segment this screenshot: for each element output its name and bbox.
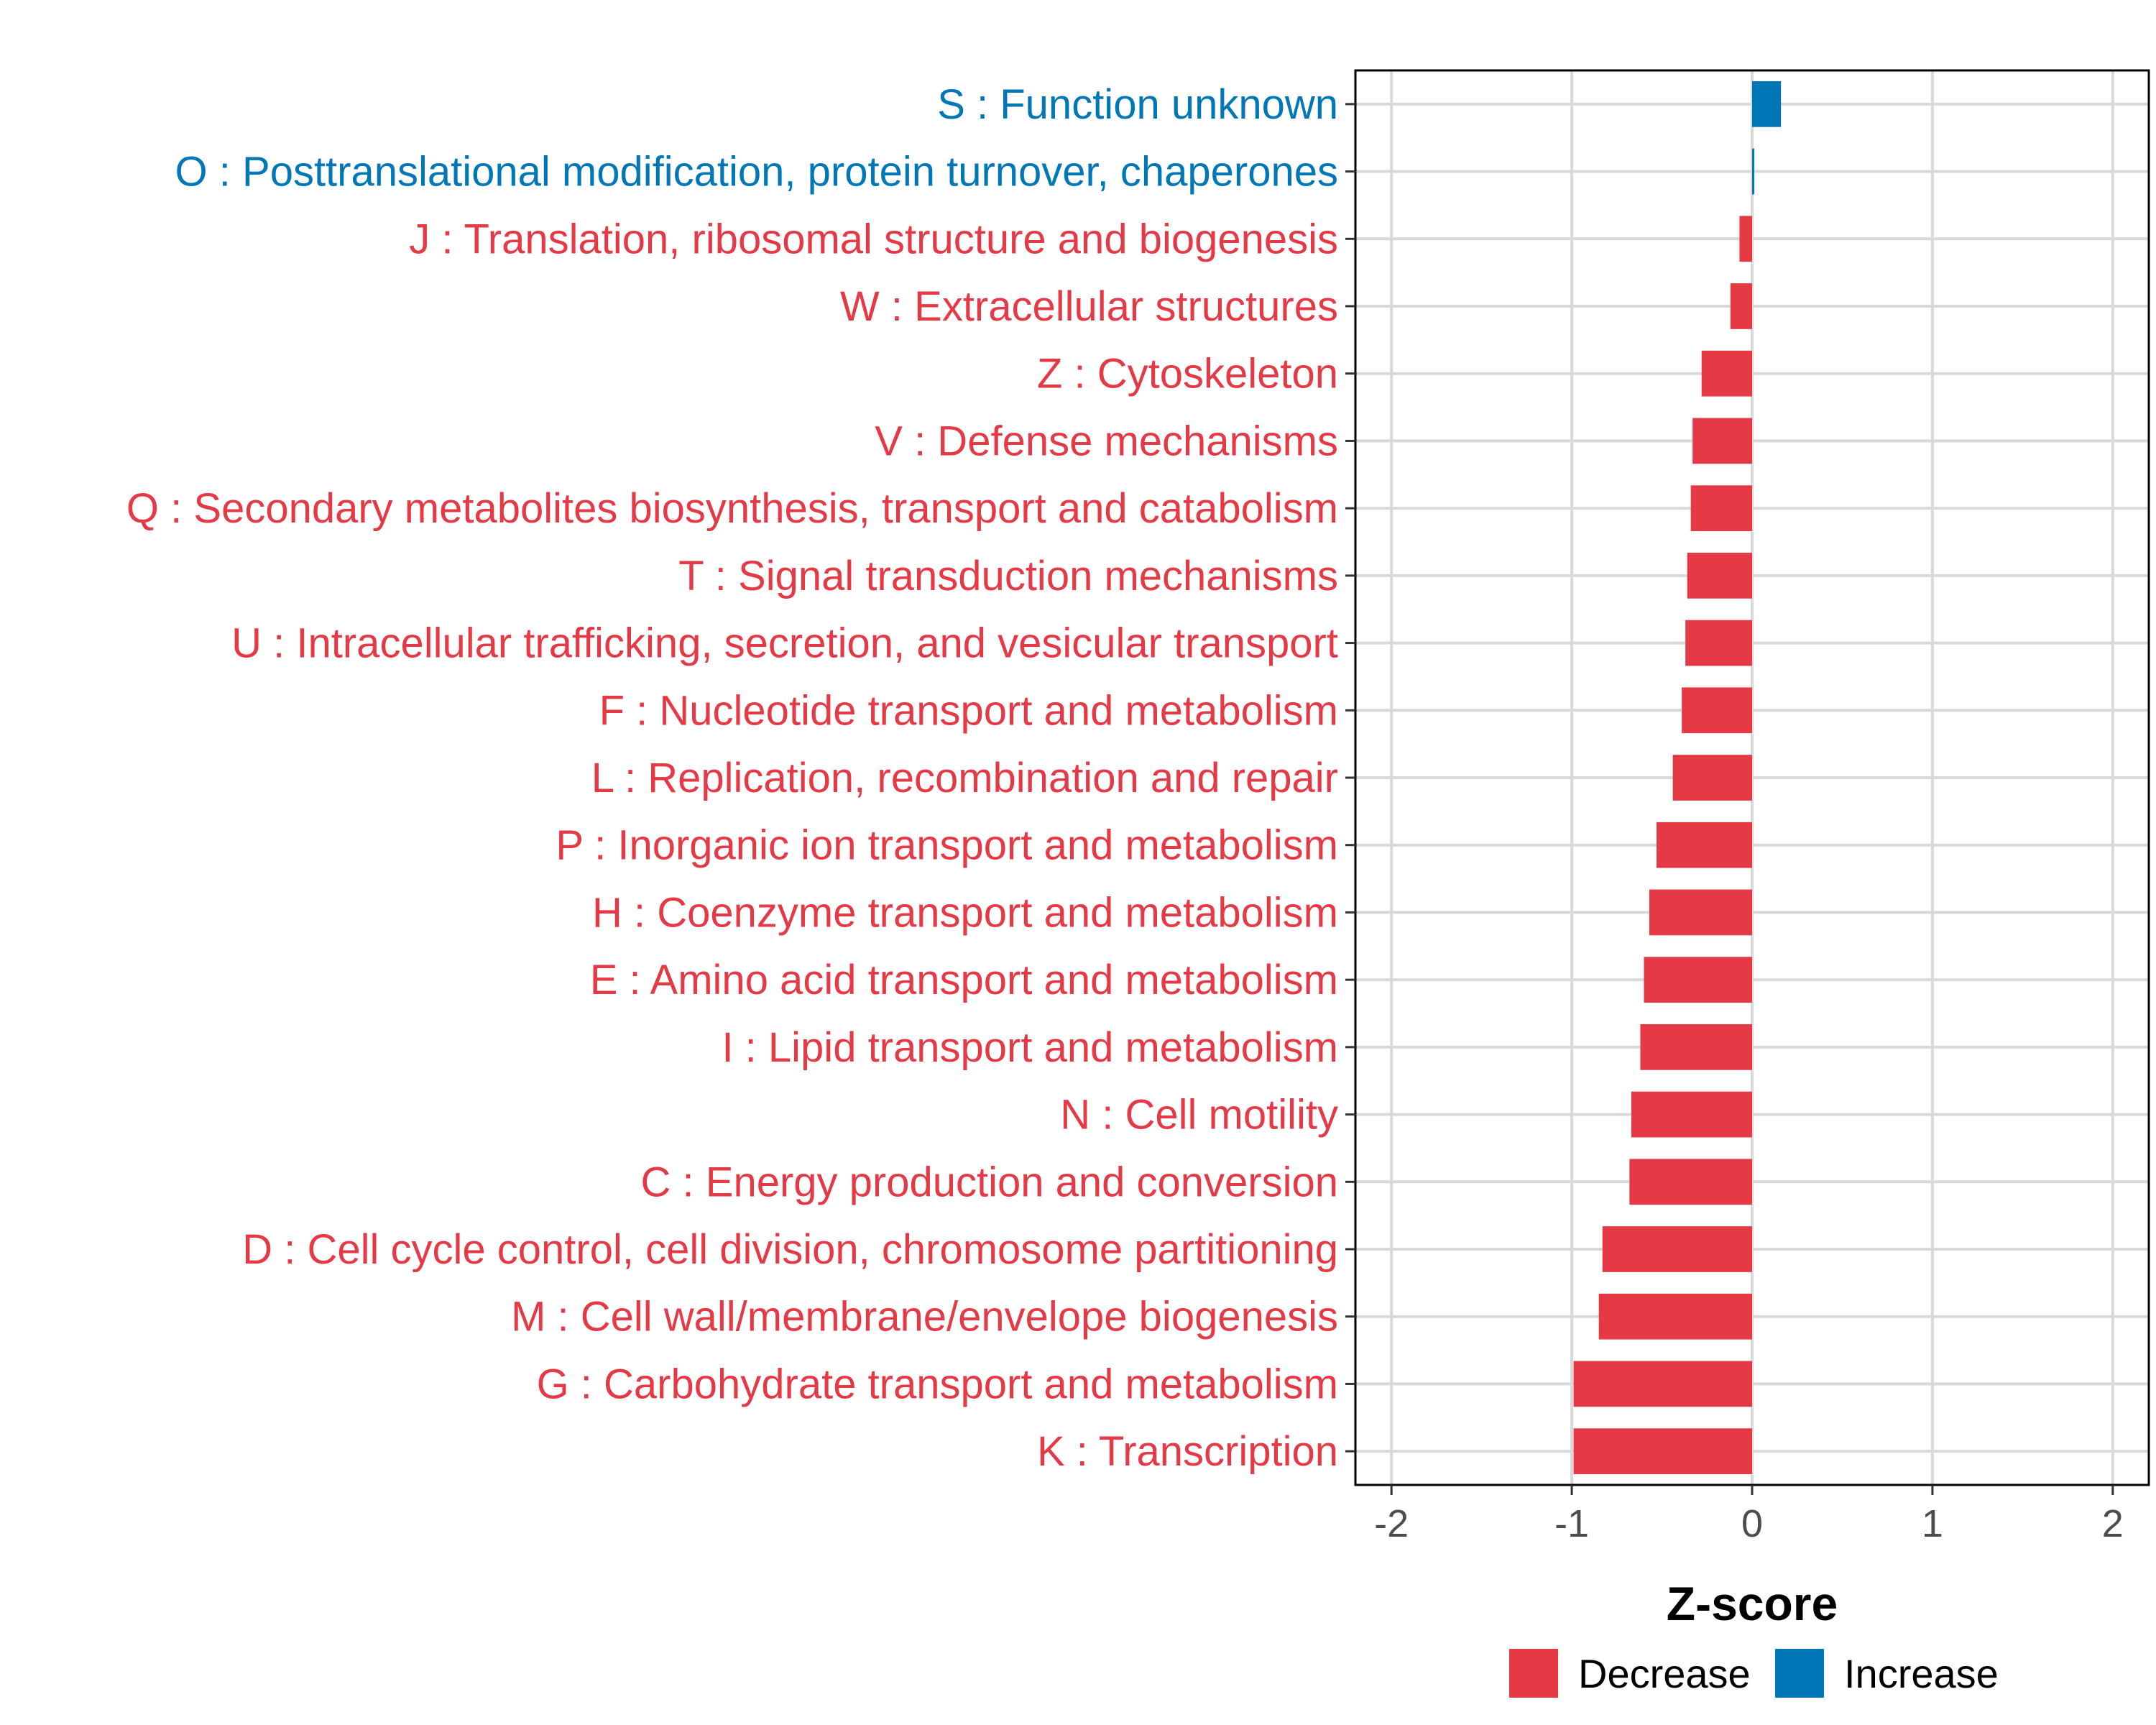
bar-f [1682, 687, 1752, 734]
category-label: O : Posttranslational modification, prot… [175, 149, 1338, 196]
category-label: V : Defense mechanisms [875, 418, 1338, 464]
category-label: C : Energy production and conversion [641, 1159, 1338, 1205]
category-label: Z : Cytoskeleton [1037, 351, 1338, 397]
category-label: E : Amino acid transport and metabolism [590, 957, 1338, 1003]
bar-q [1690, 485, 1752, 532]
category-label: Q : Secondary metabolites biosynthesis, … [126, 485, 1338, 532]
category-label: U : Intracellular trafficking, secretion… [231, 620, 1338, 667]
legend-label-increase: Increase [1844, 1651, 1999, 1696]
y-ticks: S : Function unknown O : Posttranslationa… [126, 81, 1355, 1475]
bar-layer [1573, 80, 1782, 1475]
bar-d [1602, 1226, 1752, 1272]
category-label: F : Nucleotide transport and metabolism [599, 687, 1338, 734]
x-tick-label: -1 [1554, 1502, 1589, 1545]
bar-t [1687, 552, 1752, 599]
bar-j [1739, 216, 1752, 262]
bar-w [1730, 283, 1752, 329]
bar-m [1598, 1293, 1752, 1340]
x-tick-label: 0 [1741, 1502, 1763, 1545]
category-label: W : Extracellular structures [840, 283, 1338, 330]
bar-s [1752, 80, 1782, 127]
bar-o [1752, 148, 1754, 195]
category-label: P : Inorganic ion transport and metaboli… [556, 822, 1338, 869]
category-label: T : Signal transduction mechanisms [678, 553, 1338, 599]
category-label: L : Replication, recombination and repai… [591, 755, 1338, 801]
bar-z [1701, 350, 1752, 397]
legend-swatch-decrease [1509, 1649, 1558, 1698]
category-label: M : Cell wall/membrane/envelope biogenes… [511, 1294, 1338, 1340]
x-tick-label: 2 [2102, 1502, 2124, 1545]
bar-l [1672, 755, 1752, 801]
bar-p [1657, 822, 1752, 868]
x-axis-title: Z-score [1667, 1577, 1838, 1630]
legend: Decrease Increase [1509, 1649, 1999, 1698]
bar-g [1573, 1361, 1752, 1407]
category-label: K : Transcription [1037, 1428, 1338, 1475]
bar-e [1644, 957, 1752, 1003]
bar-u [1685, 620, 1752, 666]
category-label: J : Translation, ribosomal structure and… [409, 216, 1338, 262]
bar-h [1649, 889, 1752, 936]
bar-i [1640, 1024, 1752, 1070]
legend-swatch-increase [1775, 1649, 1824, 1698]
category-label: H : Coenzyme transport and metabolism [592, 889, 1338, 936]
category-label: D : Cell cycle control, cell division, c… [242, 1226, 1338, 1273]
category-label: I : Lipid transport and metabolism [722, 1024, 1338, 1071]
x-tick-label: -2 [1374, 1502, 1409, 1545]
bar-k [1573, 1428, 1752, 1475]
category-label: S : Function unknown [937, 81, 1338, 128]
x-tick-label: 1 [1922, 1502, 1943, 1545]
legend-label-decrease: Decrease [1578, 1651, 1751, 1696]
bar-v [1692, 418, 1752, 464]
category-label: G : Carbohydrate transport and metabolis… [537, 1361, 1338, 1407]
bar-c [1629, 1159, 1752, 1205]
bar-n [1631, 1091, 1752, 1138]
category-label: N : Cell motility [1060, 1092, 1338, 1138]
x-ticks: -2 -1 0 1 2 [1374, 1485, 2124, 1545]
